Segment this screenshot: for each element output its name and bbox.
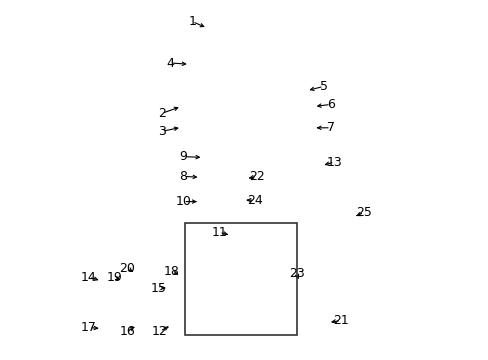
Text: 1: 1 — [188, 15, 196, 28]
Text: 7: 7 — [326, 121, 334, 134]
Text: 12: 12 — [152, 325, 167, 338]
Text: 21: 21 — [332, 314, 348, 327]
Text: 16: 16 — [120, 325, 135, 338]
Text: 5: 5 — [319, 80, 327, 93]
Text: 10: 10 — [175, 195, 191, 208]
Text: 6: 6 — [326, 98, 334, 111]
Text: 8: 8 — [179, 170, 187, 183]
Text: 18: 18 — [163, 265, 180, 278]
Text: 2: 2 — [158, 107, 165, 120]
Text: 9: 9 — [179, 150, 187, 163]
Text: 3: 3 — [158, 125, 165, 138]
Text: 4: 4 — [166, 57, 174, 69]
Text: 25: 25 — [355, 206, 371, 219]
Text: 11: 11 — [211, 226, 227, 239]
Text: 24: 24 — [246, 194, 262, 207]
Text: 20: 20 — [120, 262, 135, 275]
Text: 14: 14 — [81, 271, 97, 284]
Text: 17: 17 — [81, 321, 97, 334]
Text: 19: 19 — [106, 271, 122, 284]
Text: 22: 22 — [249, 170, 264, 183]
Text: 13: 13 — [326, 156, 342, 168]
Text: 15: 15 — [151, 282, 166, 294]
Text: 23: 23 — [288, 267, 304, 280]
Bar — [185, 223, 296, 335]
